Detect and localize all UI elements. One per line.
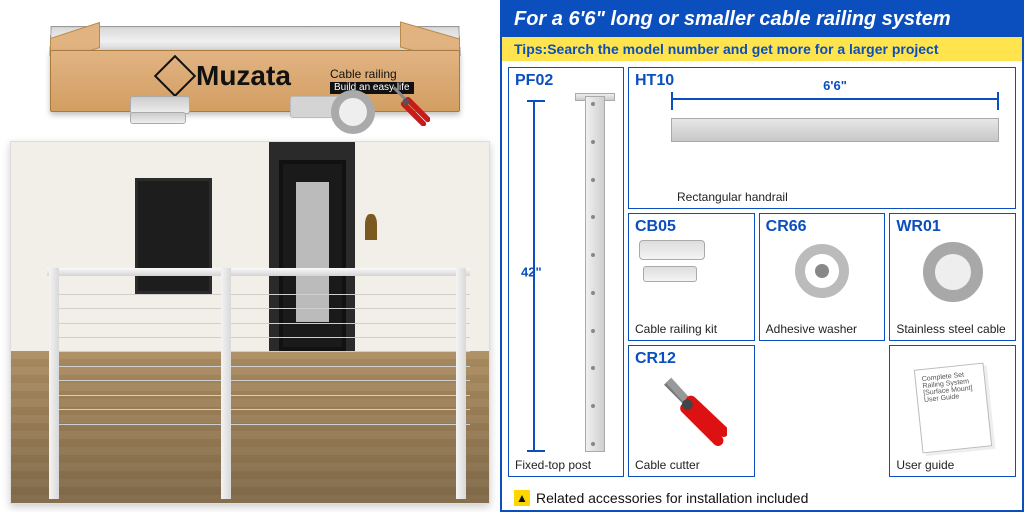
pliers-icon [386, 82, 430, 126]
tips-banner: Tips:Search the model number and get mor… [502, 37, 1022, 61]
pf02-dimension: 42" [521, 265, 542, 280]
cell-guide: Complete Set Railing System [Surface Mou… [889, 345, 1016, 477]
installed-railing-image [10, 141, 490, 504]
cell-cr12: CR12 Cable cutter [628, 345, 755, 477]
pf02-desc: Fixed-top post [515, 458, 619, 472]
cable-cutter-icon [655, 374, 727, 446]
package-contents-image: Muzata Cable railing Build an easy life [10, 8, 490, 138]
footer-text: Related accessories for installation inc… [536, 490, 808, 506]
ht10-dimension: 6'6" [819, 78, 851, 93]
left-panel: Muzata Cable railing Build an easy life [0, 0, 500, 512]
sku-cb05: CB05 [635, 218, 748, 236]
user-guide-icon: Complete Set Railing System [Surface Mou… [913, 363, 991, 454]
cr66-desc: Adhesive washer [766, 322, 881, 336]
cell-cb05: CB05 Cable railing kit [628, 213, 755, 341]
brand-mark-icon [154, 55, 196, 97]
cb05-desc: Cable railing kit [635, 322, 750, 336]
brand-logo: Muzata [160, 60, 291, 92]
sku-wr01: WR01 [896, 218, 1009, 236]
wr01-desc: Stainless steel cable [896, 322, 1011, 336]
sku-pf02: PF02 [515, 72, 617, 90]
warning-icon: ▲ [514, 490, 530, 506]
cell-cr66: CR66 Adhesive washer [759, 213, 886, 341]
cell-wr01: WR01 Stainless steel cable [889, 213, 1016, 341]
brand-name: Muzata [196, 60, 291, 92]
cell-ht10: HT10 6'6" Rectangular handrail [628, 67, 1016, 209]
cable-coil-icon [923, 242, 983, 302]
sku-cr12: CR12 [635, 350, 748, 368]
washer-icon [795, 244, 849, 298]
ht10-desc: Rectangular handrail [677, 190, 1011, 204]
cable-coil-icon [331, 90, 375, 134]
guide-desc: User guide [896, 458, 1011, 472]
footer-note: ▲ Related accessories for installation i… [502, 486, 1022, 510]
info-panel: For a 6'6" long or smaller cable railing… [500, 0, 1024, 512]
cr12-desc: Cable cutter [635, 458, 750, 472]
handrail-icon [671, 118, 999, 142]
cell-pf02: PF02 42" Fixed-top post [508, 67, 624, 477]
cell-spacer [759, 345, 886, 477]
header-banner: For a 6'6" long or smaller cable railing… [502, 2, 1022, 37]
fitting-icon [639, 240, 705, 260]
sku-cr66: CR66 [766, 218, 879, 236]
